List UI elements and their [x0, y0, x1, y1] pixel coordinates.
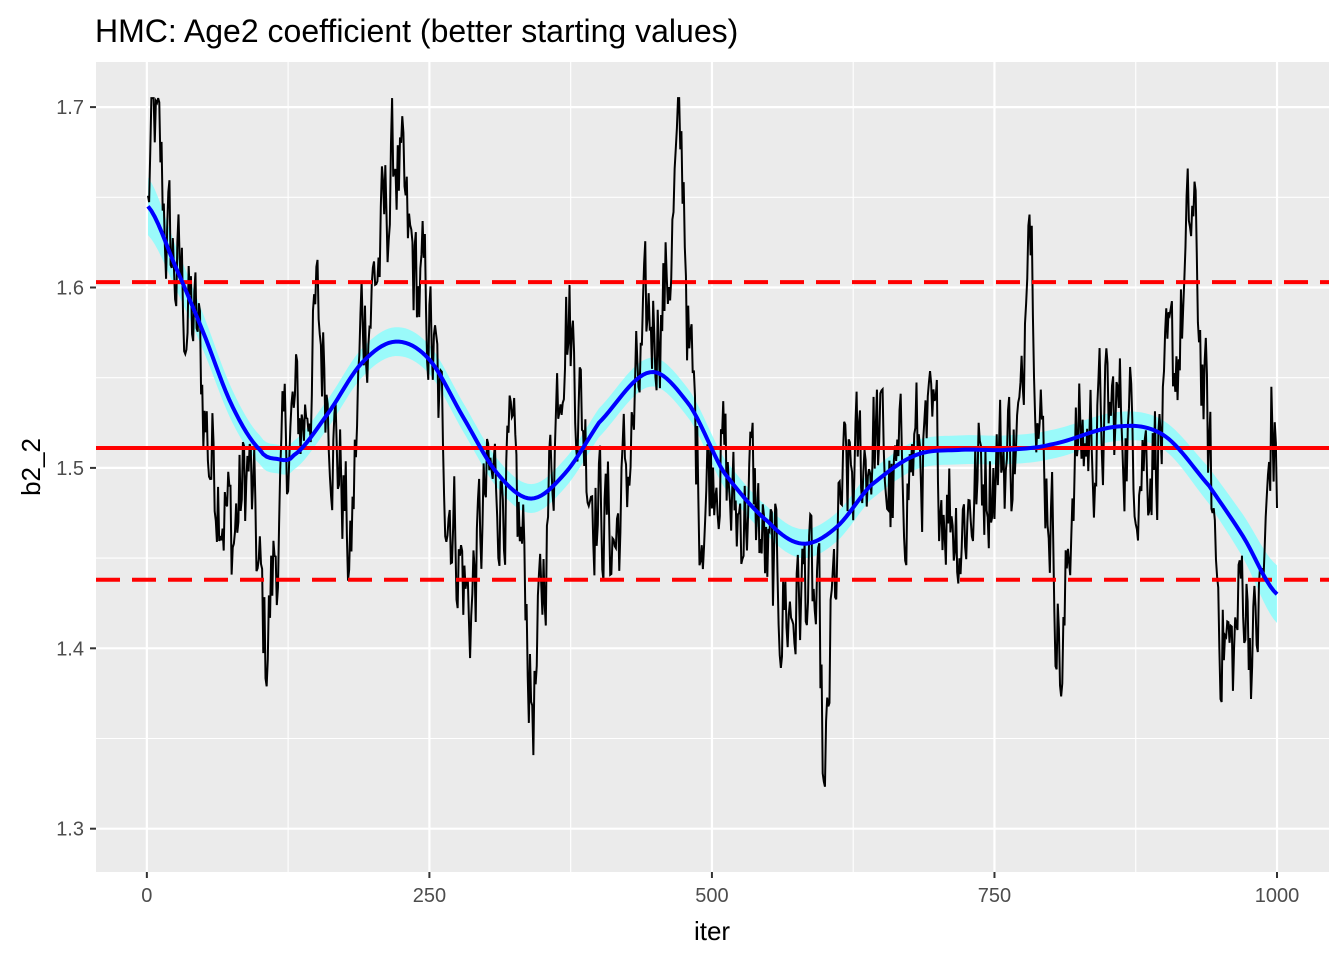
y-tick-label: 1.6	[56, 278, 84, 300]
x-axis-title: iter	[694, 916, 730, 946]
chart-title: HMC: Age2 coefficient (better starting v…	[95, 13, 738, 49]
y-tick-label: 1.4	[56, 638, 84, 660]
y-axis: 1.3 1.4 1.5 1.6 1.7	[56, 97, 96, 841]
x-tick-label: 250	[413, 885, 446, 907]
y-axis-title: b2_2	[16, 438, 46, 496]
y-tick-label: 1.7	[56, 97, 84, 119]
x-axis: 0 250 500 750 1000	[141, 872, 1299, 907]
smooth-series	[146, 205, 1279, 596]
y-tick-label: 1.5	[56, 458, 84, 480]
smooth-line	[146, 205, 1279, 596]
trace-line	[147, 97, 1279, 787]
x-tick-label: 750	[978, 885, 1011, 907]
x-tick-label: 500	[695, 885, 728, 907]
x-tick-label: 0	[141, 885, 152, 907]
x-tick-label: 1000	[1255, 885, 1300, 907]
trace-series	[147, 97, 1279, 787]
y-tick-label: 1.3	[56, 819, 84, 841]
